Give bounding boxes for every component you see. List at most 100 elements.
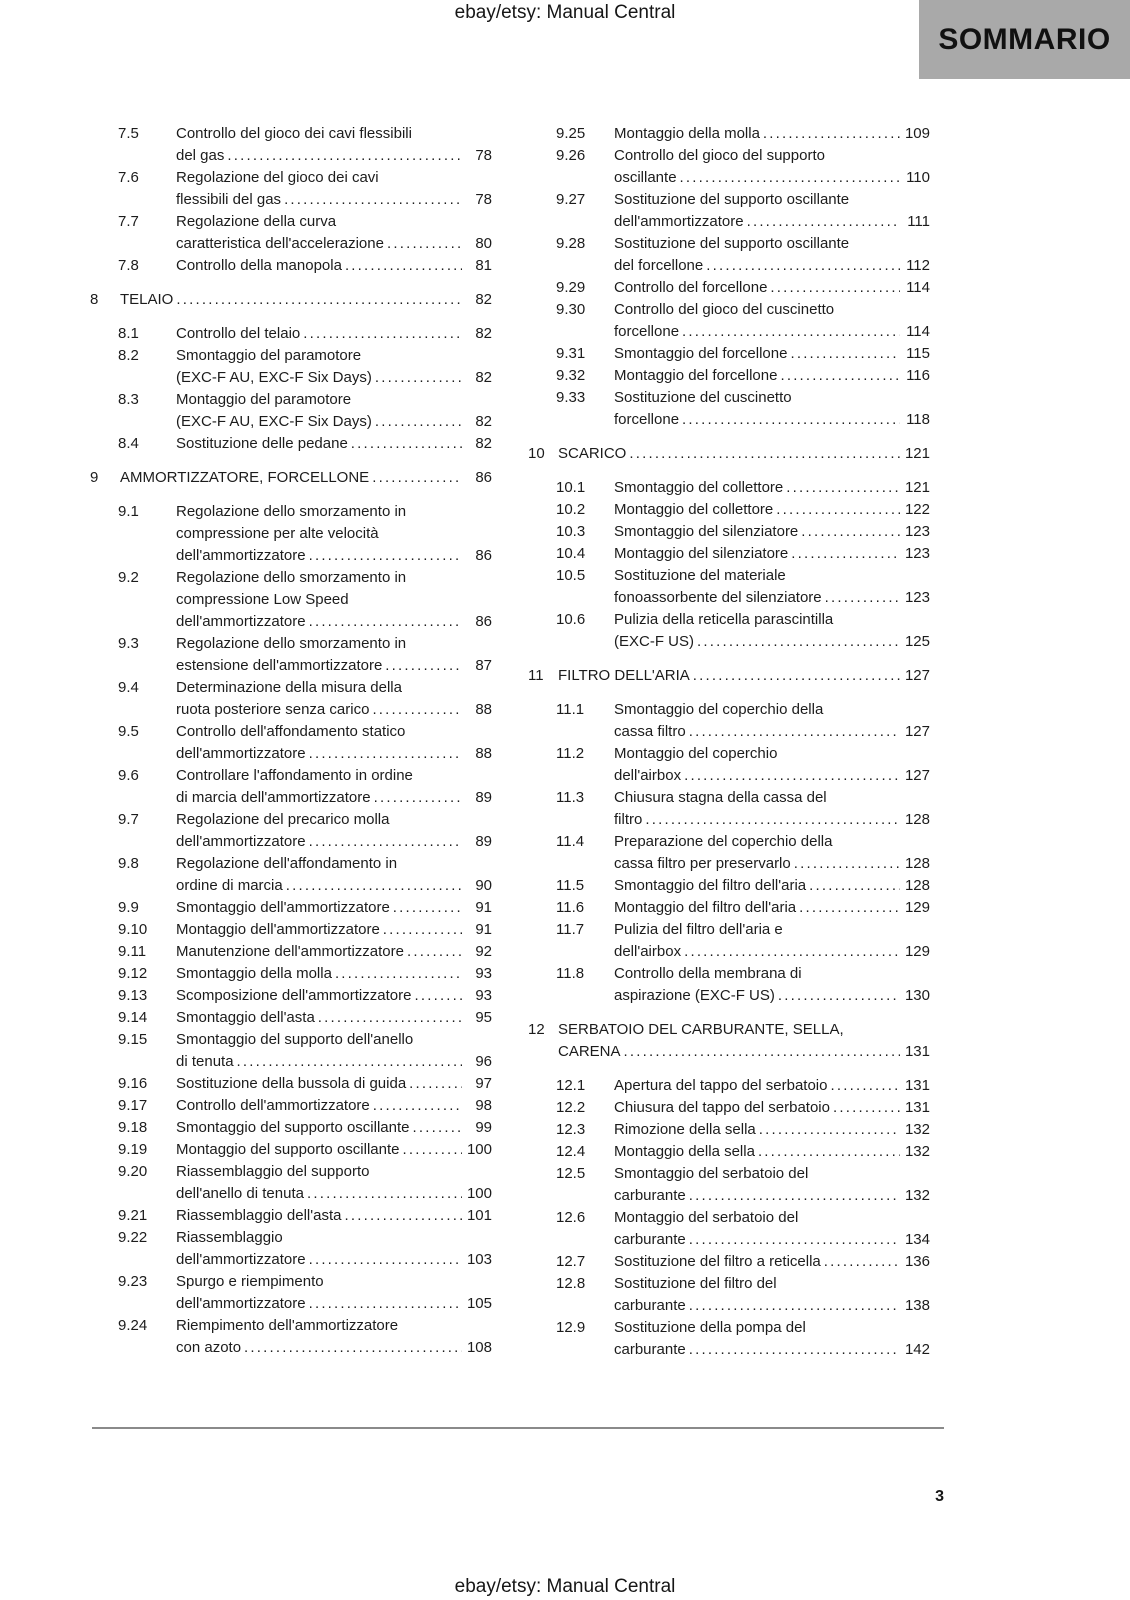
toc-page-number: 82 xyxy=(475,413,492,430)
toc-entry-title-line: Apertura del tappo del serbatoio........… xyxy=(614,1075,930,1097)
toc-entry-title-line: SERBATOIO DEL CARBURANTE, SELLA, xyxy=(558,1021,844,1038)
toc-dot-leader: ........................................… xyxy=(285,877,462,894)
toc-entry-title-line: oscillante..............................… xyxy=(614,167,930,189)
toc-dot-leader: ........................................… xyxy=(406,943,462,960)
toc-entry-title-text: fonoassorbente del silenziatore xyxy=(614,589,822,606)
toc-entry-title-line: Montaggio del filtro dell'aria..........… xyxy=(614,897,930,919)
toc-entry-number: 8.3 xyxy=(118,391,139,408)
toc-entry-title-line: Riassemblaggio dell'asta................… xyxy=(176,1205,492,1227)
toc-entry-title-line: Controllo del forcellone................… xyxy=(614,277,930,299)
toc-section-entry: 7.7 Regolazione della curva caratteristica… xyxy=(90,211,492,255)
toc-entry-number: 9.32 xyxy=(556,367,586,384)
toc-dot-leader: ........................................… xyxy=(793,855,900,872)
toc-page-number: 127 xyxy=(904,667,930,684)
toc-chapter-entry: 11 FILTRO DELL'ARIA......................… xyxy=(528,665,930,687)
toc-entry-title-line: Regolazione dello smorzamento in xyxy=(176,635,407,652)
toc-section-entry: 9.14 Smontaggio dell'asta................… xyxy=(90,1007,492,1029)
toc-entry-title-text: Montaggio dell'ammortizzatore xyxy=(176,921,380,938)
toc-entry-title: SERBATOIO DEL CARBURANTE, SELLA, CARENA..… xyxy=(558,1019,930,1063)
toc-chapter-entry: 12 SERBATOIO DEL CARBURANTE, SELLA, CARENA… xyxy=(528,1019,930,1063)
toc-entry-title-line: Regolazione dello smorzamento in xyxy=(176,503,407,520)
toc-entry-title-line: Chiusura del tappo del serbatoio........… xyxy=(614,1097,930,1119)
toc-entry-title: AMMORTIZZATORE, FORCELLONE..............… xyxy=(120,467,492,489)
toc-entry-title-text: dell'ammortizzatore xyxy=(176,1251,306,1268)
toc-entry-title-line: Smontaggio dell'ammortizzatore..........… xyxy=(176,897,492,919)
toc-entry-title-text: (EXC-F US) xyxy=(614,633,694,650)
toc-section-entry: 9.25 Montaggio della molla...............… xyxy=(528,123,930,145)
toc-entry-title-text: caratteristica dell'accelerazione xyxy=(176,235,384,252)
toc-entry-title: Pulizia del filtro dell'aria e dell'airbo… xyxy=(614,919,930,963)
toc-dot-leader: ........................................… xyxy=(688,1341,900,1358)
toc-section-entry: 9.3 Regolazione dello smorzamento in esten… xyxy=(90,633,492,677)
toc-dot-leader: ........................................… xyxy=(776,501,900,518)
toc-page-number: 100 xyxy=(466,1141,492,1158)
toc-entry-title: Regolazione dell'affondamento in ordine d… xyxy=(176,853,492,897)
toc-page-number: 89 xyxy=(475,789,492,806)
toc-section-entry: 10.5 Sostituzione del materiale fonoassorb… xyxy=(528,565,930,609)
toc-dot-leader: ........................................… xyxy=(227,147,462,164)
toc-entry-title-line: Regolazione della curva xyxy=(176,213,337,230)
toc-entry-number: 9.15 xyxy=(118,1031,148,1048)
toc-page-number: 88 xyxy=(475,745,492,762)
toc-entry-number: 9.30 xyxy=(556,301,586,318)
toc-page-number: 132 xyxy=(904,1143,930,1160)
toc-entry-number: 11.2 xyxy=(556,745,585,762)
toc-entry-number: 9 xyxy=(90,469,99,486)
document-footer-title: ebay/etsy: Manual Central xyxy=(454,1576,676,1597)
toc-dot-leader: ........................................… xyxy=(386,235,462,252)
toc-page-number: 78 xyxy=(475,147,492,164)
toc-page-number: 136 xyxy=(904,1253,930,1270)
toc-entry-title-line: forcellone..............................… xyxy=(614,409,930,431)
toc-entry-title: Controllo del telaio....................… xyxy=(176,323,492,345)
toc-entry-number: 9.5 xyxy=(118,723,139,740)
toc-entry-title-line: TELAIO..................................… xyxy=(120,289,492,311)
toc-section-entry: 9.8 Regolazione dell'affondamento in ordin… xyxy=(90,853,492,897)
toc-page-number: 131 xyxy=(904,1043,930,1060)
toc-entry-title-text: (EXC-F AU, EXC-F Six Days) xyxy=(176,369,372,386)
toc-entry-title-text: (EXC-F AU, EXC-F Six Days) xyxy=(176,413,372,430)
toc-entry-number: 9.9 xyxy=(118,899,139,916)
toc-page-number: 123 xyxy=(904,523,930,540)
toc-entry-title-line: Controllo del gioco del supporto xyxy=(614,147,825,164)
toc-entry-number: 8.2 xyxy=(118,347,139,364)
toc-dot-leader: ........................................… xyxy=(823,1253,900,1270)
toc-section-entry: 9.33 Sostituzione del cuscinetto forcellon… xyxy=(528,387,930,431)
toc-entry-title-line: Smontaggio del serbatoio del xyxy=(614,1165,809,1182)
toc-section-entry: 9.18 Smontaggio del supporto oscillante..… xyxy=(90,1117,492,1139)
toc-entry-title-line: filtro..................................… xyxy=(614,809,930,831)
toc-entry-title: Montaggio del coperchio dell'airbox......… xyxy=(614,743,930,787)
toc-entry-title-line: Riempimento dell'ammortizzatore xyxy=(176,1317,399,1334)
toc-entry-title-line: Controllo dell'ammortizzatore...........… xyxy=(176,1095,492,1117)
toc-entry-title-line: carburante..............................… xyxy=(614,1185,930,1207)
toc-entry-title-line: Smontaggio del paramotore xyxy=(176,347,362,364)
toc-section-entry: 12.2 Chiusura del tappo del serbatoio....… xyxy=(528,1097,930,1119)
toc-entry-title-text: dell'ammortizzatore xyxy=(176,613,306,630)
toc-entry-title-line: SCARICO.................................… xyxy=(558,443,930,465)
toc-entry-number: 8.4 xyxy=(118,435,139,452)
toc-entry-title-line: Montaggio del coperchio xyxy=(614,745,778,762)
toc-entry-title-text: Manutenzione dell'ammortizzatore xyxy=(176,943,404,960)
toc-page-number: 131 xyxy=(904,1099,930,1116)
toc-entry-title-line: del forcellone..........................… xyxy=(614,255,930,277)
toc-entry-number: 12.3 xyxy=(556,1121,586,1138)
toc-entry-number: 11.8 xyxy=(556,965,585,982)
toc-dot-leader: ........................................… xyxy=(308,833,462,850)
toc-entry-title-text: SCARICO xyxy=(558,445,627,462)
toc-entry-number: 11.4 xyxy=(556,833,585,850)
toc-entry-number: 11.1 xyxy=(556,701,585,718)
toc-entry-title-line: Smontaggio della molla..................… xyxy=(176,963,492,985)
toc-dot-leader: ........................................… xyxy=(414,987,462,1004)
toc-dot-leader: ........................................… xyxy=(809,877,900,894)
toc-page-number: 127 xyxy=(904,723,930,740)
toc-section-entry: 7.8 Controllo della manopola.............… xyxy=(90,255,492,277)
toc-section-entry: 11.5 Smontaggio del filtro dell'aria.....… xyxy=(528,875,930,897)
toc-dot-leader: ........................................… xyxy=(303,325,462,342)
toc-entry-title-text: carburante xyxy=(614,1297,686,1314)
toc-entry-title-line: fonoassorbente del silenziatore.........… xyxy=(614,587,930,609)
toc-entry-title: Montaggio della sella...................… xyxy=(614,1141,930,1163)
toc-page-number: 121 xyxy=(904,479,930,496)
toc-entry-title: Smontaggio del serbatoio del carburante..… xyxy=(614,1163,930,1207)
toc-entry-title: Smontaggio del paramotore (EXC-F AU, EXC-… xyxy=(176,345,492,389)
toc-entry-title-line: Smontaggio del forcellone...............… xyxy=(614,343,930,365)
toc-dot-leader: ........................................… xyxy=(777,987,900,1004)
